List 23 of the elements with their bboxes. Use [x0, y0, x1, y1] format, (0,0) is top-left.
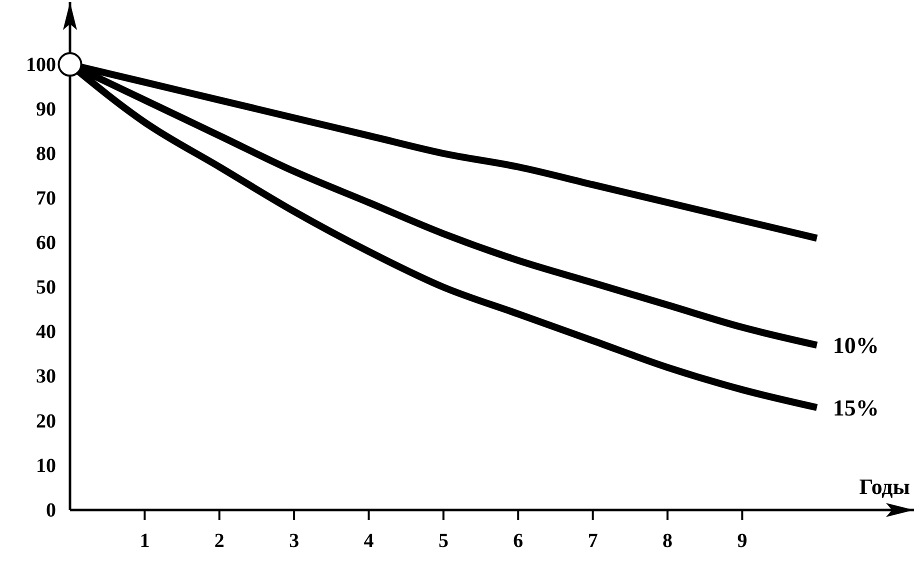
x-tick-label: 5	[438, 530, 448, 552]
x-axis-title: Годы	[859, 474, 910, 499]
y-tick-label: 80	[36, 142, 56, 165]
x-tick-label: 7	[588, 530, 598, 552]
y-tick-label: 30	[36, 366, 56, 388]
y-tick-label: 90	[36, 98, 56, 120]
y-tick-label: 70	[36, 187, 56, 210]
x-tick-label: 1	[140, 530, 150, 552]
y-tick-label: 10	[36, 454, 56, 477]
x-tick-label: 2	[214, 530, 224, 552]
x-tick-label: 8	[662, 530, 673, 552]
y-tick-label: 60	[36, 232, 56, 254]
x-tick-label: 6	[513, 530, 524, 552]
y-tick-label: 40	[36, 321, 56, 344]
series-label: 10%	[832, 333, 879, 358]
series-label: 15%	[832, 396, 879, 421]
y-tick-label: 50	[36, 276, 56, 299]
y-tick-label: 0	[46, 499, 56, 522]
y-tick-label: 20	[36, 410, 56, 432]
x-tick-label: 4	[364, 530, 374, 552]
x-tick-label: 3	[289, 530, 300, 552]
y-tick-label: 100	[26, 54, 56, 76]
x-tick-label: 9	[737, 530, 748, 552]
